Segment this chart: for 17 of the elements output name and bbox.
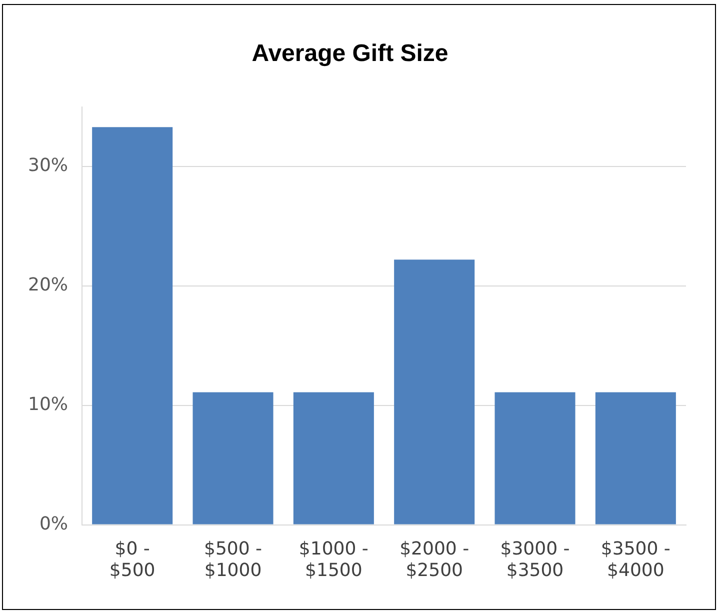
y-tick-label: 0% [39, 513, 68, 534]
x-tick-label: $3000 - $3500 [500, 538, 570, 581]
chart-title: Average Gift Size [252, 40, 448, 68]
bar [192, 392, 274, 524]
x-tick-label: $500 - $1000 [204, 538, 262, 581]
bar [92, 127, 173, 524]
y-tick-label: 20% [28, 274, 68, 296]
x-tick-label: $3500 - $4000 [600, 538, 670, 581]
y-tick-label: 10% [28, 394, 68, 416]
bar [293, 392, 374, 524]
bar [595, 392, 676, 524]
bar [394, 260, 475, 524]
x-tick-label: $1000 - $1500 [298, 538, 368, 581]
y-tick-label: 30% [28, 155, 68, 176]
x-tick-label: $0 - $500 [109, 538, 156, 581]
bar [494, 392, 576, 524]
x-tick-label: $2000 - $2500 [400, 538, 470, 581]
